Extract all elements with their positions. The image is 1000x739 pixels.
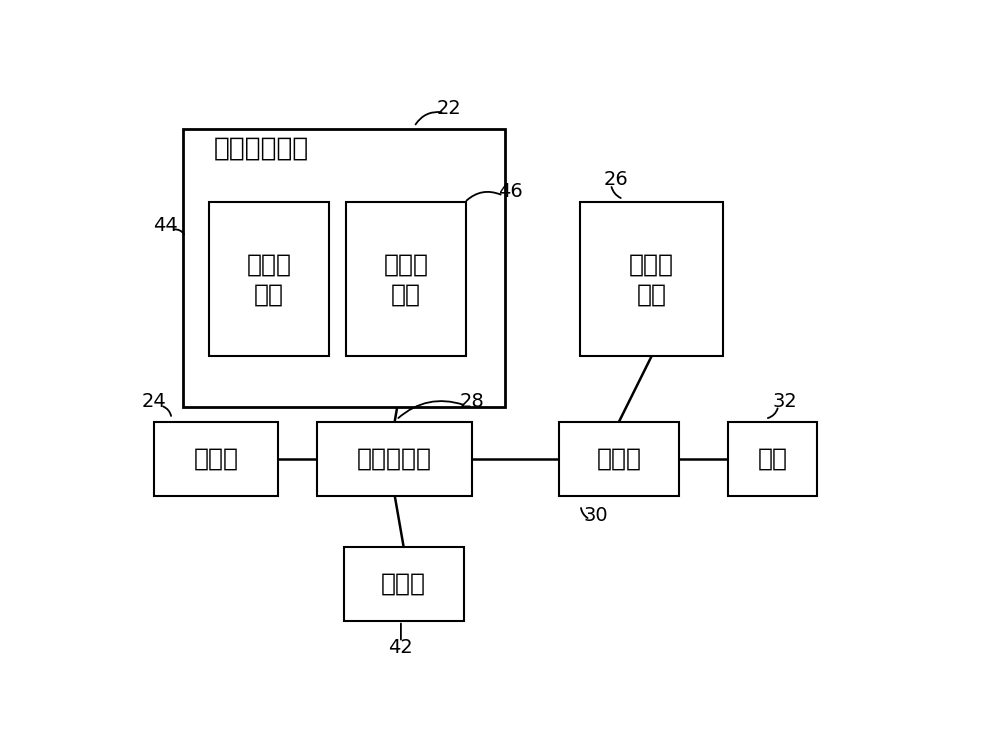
Text: 马达: 马达 [758,446,788,471]
Text: 32: 32 [773,392,798,411]
FancyBboxPatch shape [580,202,723,356]
Text: 42: 42 [389,638,413,657]
Text: 24: 24 [142,392,167,411]
FancyBboxPatch shape [317,421,472,496]
FancyBboxPatch shape [183,129,505,407]
Text: 加速器: 加速器 [194,446,239,471]
Text: 28: 28 [460,392,485,411]
Text: 44: 44 [153,216,178,235]
FancyBboxPatch shape [346,202,466,356]
FancyBboxPatch shape [559,421,679,496]
Text: 刹车灯: 刹车灯 [381,572,426,596]
FancyBboxPatch shape [154,421,278,496]
Text: 30: 30 [583,506,608,525]
Text: 电能回充装置: 电能回充装置 [214,135,309,161]
Text: 第二设
定器: 第二设 定器 [383,253,428,306]
Text: 22: 22 [437,99,461,118]
Text: 46: 46 [498,182,523,200]
Text: 变电器: 变电器 [597,446,642,471]
FancyBboxPatch shape [344,547,464,621]
FancyBboxPatch shape [728,421,817,496]
Text: 第一设
定器: 第一设 定器 [246,253,291,306]
Text: 动力电
池组: 动力电 池组 [629,253,674,306]
Text: 马达控制器: 马达控制器 [357,446,432,471]
Text: 26: 26 [603,170,628,189]
FancyBboxPatch shape [209,202,329,356]
